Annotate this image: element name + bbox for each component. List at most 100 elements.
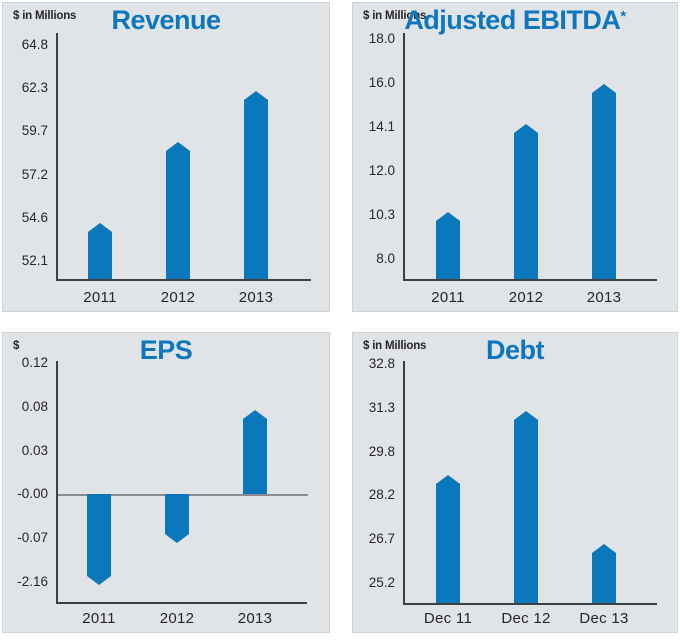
chart-title-adjusted-ebitda: Adjusted EBITDA* [353, 5, 677, 36]
y-tick-label: -0.00 [17, 486, 48, 502]
chart-title-text: Adjusted EBITDA [404, 5, 621, 35]
y-tick-label: 29.8 [368, 443, 395, 459]
y-tick-label: 12.0 [368, 163, 395, 178]
x-axis-category-label: 2013 [586, 289, 622, 306]
y-tick-label: 10.3 [368, 207, 395, 222]
bar-cap [436, 212, 460, 221]
bar-2013 [244, 91, 268, 279]
bar-body [514, 420, 538, 603]
x-axis-category-label: 2011 [431, 289, 465, 306]
plot-area-debt: 32.8 31.3 29.8 28.2 26.7 25.2 Dec 11 Dec 12 Dec … [353, 333, 677, 632]
chart-title-revenue: Revenue [3, 5, 329, 36]
bar-dec-11 [436, 475, 460, 603]
y-tick-label: -2.16 [17, 574, 48, 589]
bar-cap [592, 84, 616, 93]
chart-panel-adjusted-ebitda: $ in Millions Adjusted EBITDA* 18.0 16.0 1… [352, 2, 678, 312]
y-tick-label: 0.08 [21, 398, 48, 414]
bar-body [165, 494, 189, 534]
x-axis-line [56, 279, 311, 281]
y-axis-line [403, 33, 405, 280]
bar-body [436, 484, 460, 603]
bar-body [244, 100, 268, 279]
bar-cap [166, 142, 190, 151]
chart-title-text: Debt [486, 335, 545, 365]
x-axis-category-label: Dec 11 [423, 610, 473, 627]
chart-panel-revenue: $ in Millions Revenue 64.8 62.3 59.7 57.2 54… [2, 2, 330, 312]
bar-2013 [243, 410, 267, 494]
title-asterisk: * [620, 8, 626, 25]
bar-2011 [436, 212, 460, 279]
bar-cap [514, 124, 538, 133]
chart-title-text: Revenue [111, 5, 221, 35]
bar-cap [88, 223, 112, 232]
y-tick-label: 14.1 [368, 119, 395, 134]
y-tick-label: 0.12 [21, 355, 48, 370]
chart-title-text: EPS [139, 335, 193, 365]
bar-body [514, 133, 538, 279]
y-tick-label: 28.2 [368, 487, 395, 503]
bar-cap [592, 544, 616, 553]
y-tick-label: 54.6 [21, 209, 48, 225]
bar-2011 [87, 494, 111, 585]
bar-cap [243, 410, 267, 419]
bar-body [88, 232, 112, 279]
chart-title-eps: EPS [3, 335, 329, 366]
x-axis-category-label: 2013 [237, 610, 273, 627]
plot-area-revenue: 64.8 62.3 59.7 57.2 54.6 52.1 2011 2012 2013 [3, 3, 329, 311]
bar-dec-13 [592, 544, 616, 603]
y-tick-label: -0.07 [17, 530, 48, 546]
x-axis-category-label: 2013 [238, 289, 274, 306]
y-tick-label: 31.3 [368, 399, 395, 415]
y-tick-label: 26.7 [368, 531, 395, 547]
y-tick-label: 32.8 [368, 356, 395, 371]
bar-2012 [165, 494, 189, 543]
x-axis-category-label: 2012 [508, 289, 544, 306]
bar-cap [87, 576, 111, 585]
axis-unit-label: $ in Millions [13, 10, 77, 22]
chart-panel-debt: $ in Millions Debt 32.8 31.3 29.8 28.2 26.7 2… [352, 332, 678, 633]
axis-unit-label: $ in Millions [363, 10, 427, 22]
bar-body [592, 553, 616, 603]
bar-body [436, 221, 460, 279]
bar-body [243, 419, 267, 494]
x-axis-category-label: 2012 [160, 289, 196, 306]
y-axis-line [403, 361, 405, 604]
plot-area-adjusted-ebitda: 18.0 16.0 14.1 12.0 10.3 8.0 2011 2012 2013 [353, 3, 677, 311]
y-tick-label: 52.1 [21, 253, 48, 268]
bar-2013 [592, 84, 616, 279]
axis-unit-label: $ [13, 340, 20, 352]
bar-2011 [88, 223, 112, 279]
y-axis-line [56, 33, 58, 280]
y-tick-label: 64.8 [21, 37, 48, 52]
axis-unit-label: $ in Millions [363, 340, 427, 352]
y-tick-label: 59.7 [21, 123, 48, 139]
bar-cap [514, 411, 538, 420]
bar-cap [165, 534, 189, 543]
bar-2012 [514, 124, 538, 279]
y-tick-label: 16.0 [368, 75, 395, 90]
y-tick-label: 8.0 [376, 251, 395, 266]
x-axis-line [403, 603, 657, 605]
chart-panel-eps: $ EPS 0.12 0.08 0.03 -0.00 -0.07 -2.16 2011 201… [2, 332, 330, 633]
x-axis-category-label: Dec 13 [579, 610, 629, 627]
bar-2012 [166, 142, 190, 279]
y-axis-line [56, 361, 58, 603]
y-tick-label: 0.03 [21, 442, 48, 458]
bar-body [592, 93, 616, 279]
bar-body [87, 494, 111, 576]
bar-cap [244, 91, 268, 100]
plot-area-eps: 0.12 0.08 0.03 -0.00 -0.07 -2.16 2011 2012 2013 [3, 333, 329, 632]
y-tick-label: 57.2 [21, 166, 48, 182]
y-tick-label: 25.2 [368, 575, 395, 590]
x-axis-category-label: 2011 [83, 289, 117, 306]
chart-title-debt: Debt [353, 335, 677, 366]
y-tick-label: 62.3 [21, 80, 48, 96]
x-axis-category-label: 2011 [82, 610, 116, 627]
bar-body [166, 151, 190, 279]
bar-dec-12 [514, 411, 538, 603]
y-tick-label: 18.0 [368, 31, 395, 46]
x-axis-category-label: 2012 [159, 610, 195, 627]
x-axis-line [403, 279, 657, 281]
bar-cap [436, 475, 460, 484]
